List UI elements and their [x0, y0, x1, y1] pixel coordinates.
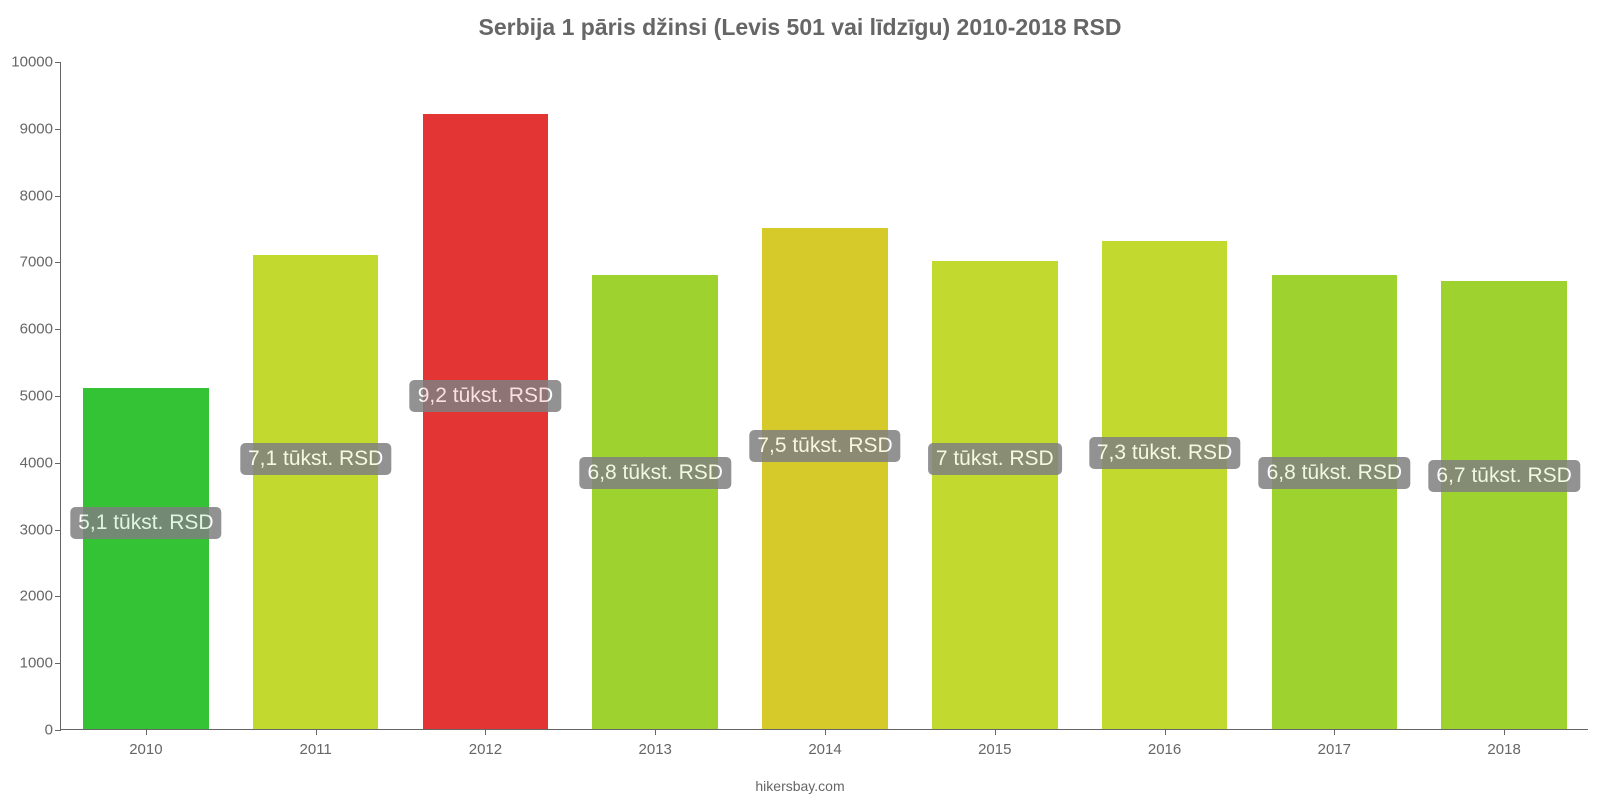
x-tick-mark — [316, 729, 317, 735]
y-tick-mark — [55, 396, 61, 397]
y-tick-mark — [55, 596, 61, 597]
y-tick-mark — [55, 463, 61, 464]
bar — [253, 255, 379, 729]
y-tick-label: 10000 — [11, 54, 61, 71]
x-tick-mark — [485, 729, 486, 735]
y-tick-mark — [55, 196, 61, 197]
bar-value-label: 7,5 tūkst. RSD — [749, 430, 900, 462]
bar — [1441, 281, 1567, 729]
y-tick-mark — [55, 129, 61, 130]
bar — [423, 114, 549, 729]
x-tick-mark — [1334, 729, 1335, 735]
bar — [932, 261, 1058, 729]
bar-value-label: 7,1 tūkst. RSD — [240, 443, 391, 475]
x-tick-mark — [825, 729, 826, 735]
y-tick-mark — [55, 262, 61, 263]
bar — [592, 275, 718, 729]
bar-value-label: 5,1 tūkst. RSD — [70, 507, 221, 539]
chart-container: Serbija 1 pāris džinsi (Levis 501 vai lī… — [0, 0, 1600, 800]
chart-title: Serbija 1 pāris džinsi (Levis 501 vai lī… — [0, 0, 1600, 41]
bar-value-label: 9,2 tūkst. RSD — [410, 380, 561, 412]
x-tick-mark — [1165, 729, 1166, 735]
x-tick-mark — [655, 729, 656, 735]
bar-value-label: 7,3 tūkst. RSD — [1089, 437, 1240, 469]
bar-value-label: 6,8 tūkst. RSD — [1259, 457, 1410, 489]
bar-value-label: 6,8 tūkst. RSD — [580, 457, 731, 489]
bar-value-label: 6,7 tūkst. RSD — [1428, 460, 1579, 492]
plot-area: 0100020003000400050006000700080009000100… — [60, 62, 1588, 730]
bar — [1102, 241, 1228, 729]
y-tick-mark — [55, 530, 61, 531]
attribution-text: hikersbay.com — [755, 778, 844, 794]
x-tick-mark — [146, 729, 147, 735]
y-tick-mark — [55, 663, 61, 664]
y-tick-mark — [55, 730, 61, 731]
y-tick-mark — [55, 62, 61, 63]
bar — [1272, 275, 1398, 729]
bar — [83, 388, 209, 729]
bar — [762, 228, 888, 729]
x-tick-mark — [995, 729, 996, 735]
bar-value-label: 7 tūkst. RSD — [928, 443, 1062, 475]
y-tick-mark — [55, 329, 61, 330]
x-tick-mark — [1504, 729, 1505, 735]
